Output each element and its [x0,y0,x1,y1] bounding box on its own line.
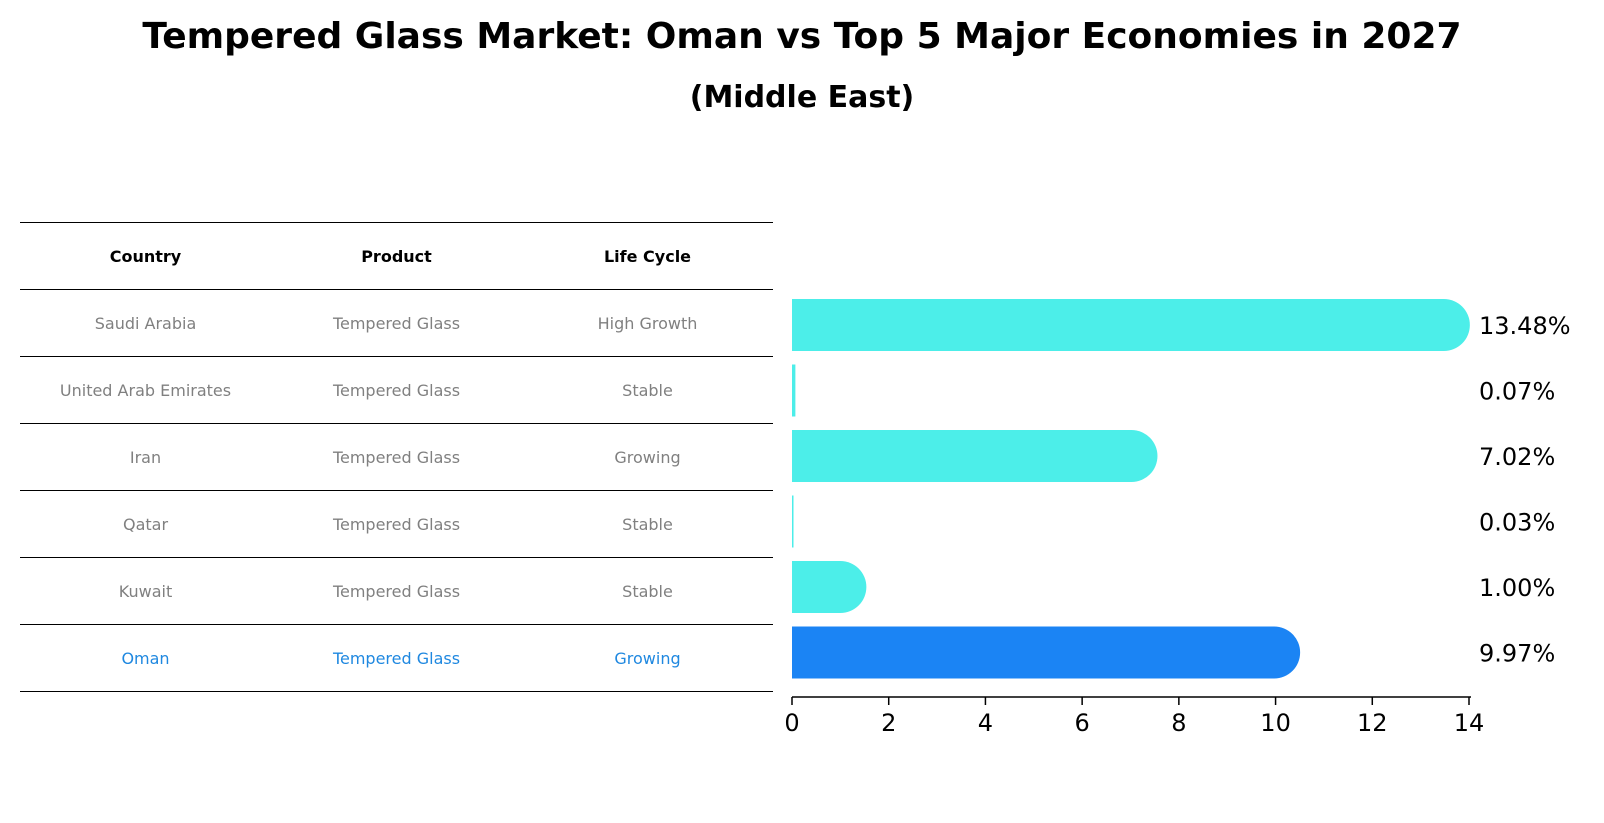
table-row: Iran Tempered Glass Growing [20,423,773,490]
cell-country: Iran [129,447,162,467]
cell-country: Kuwait [118,581,173,601]
x-tick-label: 10 [1260,709,1291,737]
chart-subtitle: (Middle East) [689,80,915,115]
cell-country: Qatar [122,514,169,534]
cell-life-cycle: Growing [614,648,681,668]
value-label: 9.97% [1479,640,1555,668]
cell-product: Tempered Glass [332,581,461,601]
table-row: Saudi Arabia Tempered Glass High Growth [20,289,773,356]
cell-product: Tempered Glass [332,648,461,668]
cell-country: United Arab Emirates [59,380,232,400]
cell-life-cycle: Growing [614,447,681,467]
table-row-highlighted: Oman Tempered Glass Growing [20,624,773,692]
header-country: Country [109,246,182,266]
cell-product: Tempered Glass [332,447,461,467]
cell-product: Tempered Glass [332,514,461,534]
header-life-cycle: Life Cycle [603,246,692,266]
cell-life-cycle: High Growth [597,313,698,333]
cell-country: Oman [121,648,170,668]
x-tick-label: 2 [881,709,896,737]
x-tick-label: 14 [1454,709,1485,737]
cell-life-cycle: Stable [622,380,673,400]
cell-product: Tempered Glass [332,380,461,400]
cell-country: Saudi Arabia [94,313,197,333]
x-tick-label: 12 [1357,709,1388,737]
value-label: 13.48% [1479,312,1571,340]
bar-qatar [792,495,794,548]
bar-oman [792,626,1301,679]
bar-united-arab-emirates [792,364,796,417]
bar-iran [792,430,1158,482]
bar-saudi-arabia [792,299,1470,351]
table-row: Qatar Tempered Glass Stable [20,490,773,557]
header-product: Product [361,246,432,266]
value-label: 0.03% [1479,509,1555,537]
table-row: Kuwait Tempered Glass Stable [20,557,773,624]
cell-product: Tempered Glass [332,313,461,333]
value-label: 1.00% [1479,574,1555,602]
x-tick-label: 4 [978,709,993,737]
table-row: United Arab Emirates Tempered Glass Stab… [20,356,773,423]
value-label: 0.07% [1479,378,1555,406]
chart-title: Tempered Glass Market: Oman vs Top 5 Maj… [142,16,1462,57]
cell-life-cycle: Stable [622,581,673,601]
bar-kuwait [792,561,867,613]
value-label: 7.02% [1479,443,1555,471]
x-tick-label: 6 [1075,709,1090,737]
country-table: Country Product Life Cycle Saudi Arabia … [20,222,773,692]
x-tick-label: 0 [784,709,799,737]
x-tick-label: 8 [1171,709,1186,737]
table-header-row: Country Product Life Cycle [20,222,773,289]
cell-life-cycle: Stable [622,514,673,534]
